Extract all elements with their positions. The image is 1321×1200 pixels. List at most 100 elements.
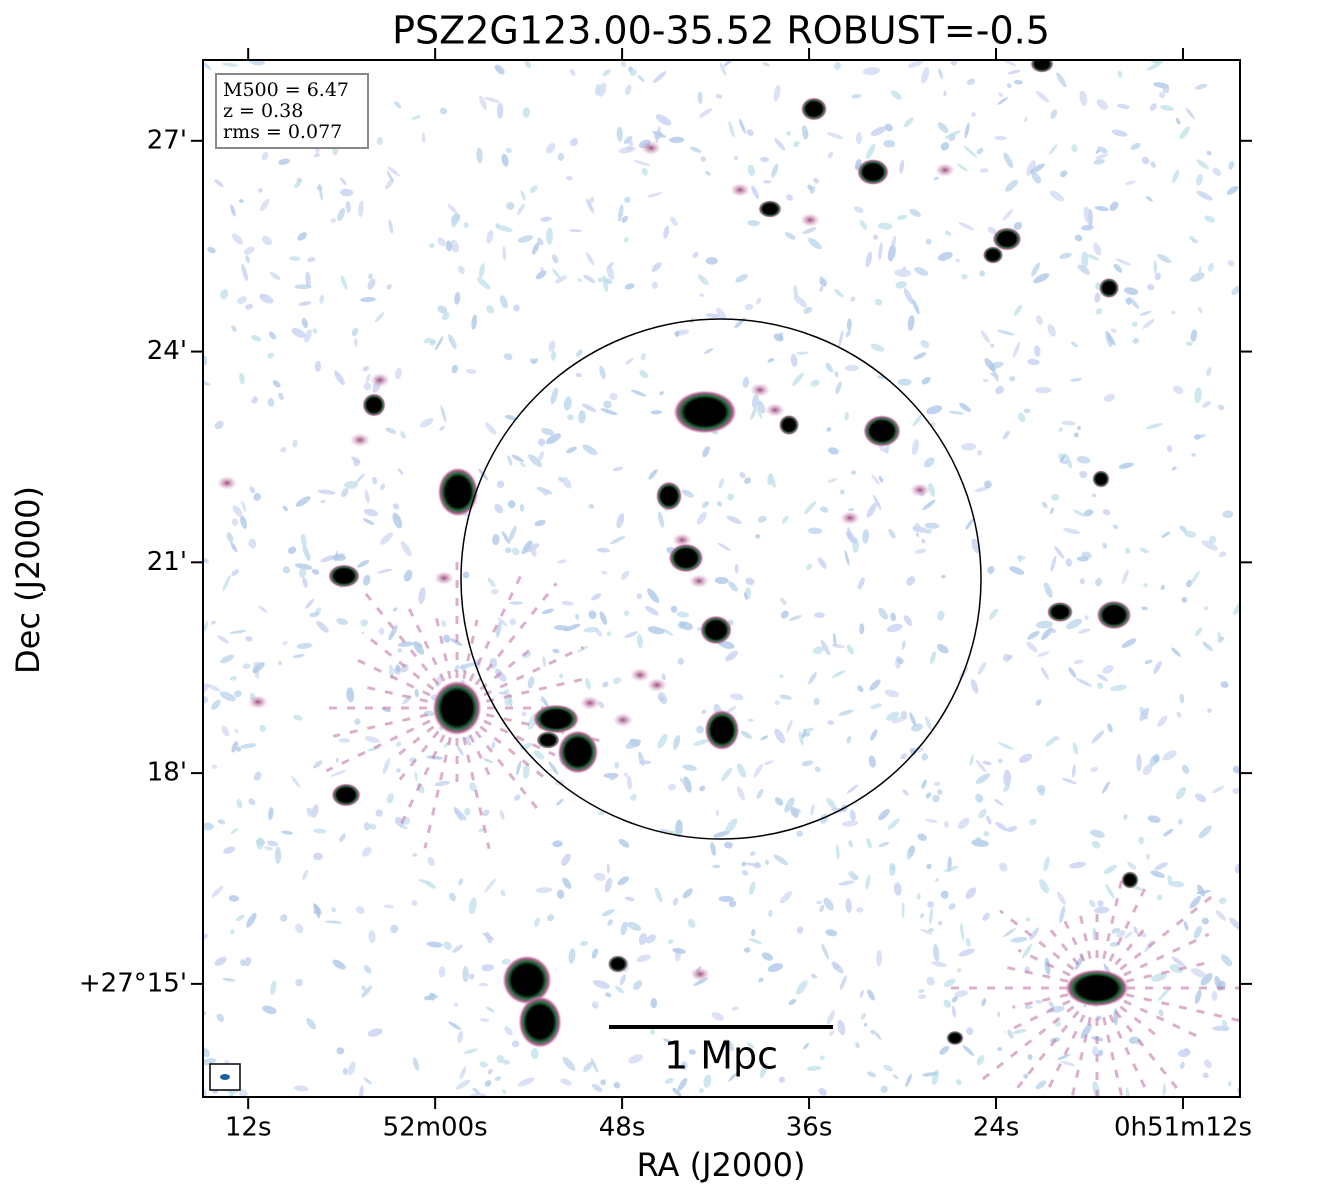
noise	[443, 634, 451, 643]
x-tick-label: 52m00s	[383, 1113, 488, 1143]
beam	[220, 1074, 230, 1080]
noise	[296, 642, 313, 650]
noise	[788, 998, 797, 1006]
noise	[361, 985, 372, 998]
noise	[793, 141, 800, 148]
noise	[540, 267, 544, 272]
noise	[803, 1042, 810, 1050]
noise	[1125, 180, 1136, 185]
noise	[562, 877, 572, 889]
noise	[768, 473, 776, 488]
noise	[439, 426, 446, 431]
noise	[784, 797, 795, 813]
noise	[825, 929, 838, 937]
noise	[1125, 297, 1132, 305]
noise	[203, 620, 208, 632]
noise	[620, 570, 630, 580]
radio-source	[557, 730, 599, 774]
noise	[1196, 889, 1211, 894]
noise	[786, 194, 793, 201]
noise	[586, 198, 594, 214]
noise	[439, 107, 448, 115]
noise	[917, 833, 927, 841]
noise	[668, 939, 674, 945]
noise	[954, 990, 969, 998]
noise	[552, 268, 561, 280]
artifact	[483, 719, 556, 757]
noise	[1103, 864, 1118, 875]
noise	[747, 718, 754, 722]
noise	[1179, 525, 1188, 533]
noise	[211, 885, 224, 898]
noise	[203, 1047, 210, 1058]
noise	[782, 515, 789, 524]
noise	[383, 904, 395, 909]
noise	[638, 933, 647, 946]
noise	[652, 71, 667, 83]
noise	[844, 364, 860, 372]
noise	[1027, 358, 1040, 366]
noise	[614, 985, 624, 994]
noise	[274, 846, 282, 864]
noise	[1177, 1049, 1191, 1058]
noise	[297, 232, 307, 241]
noise	[786, 719, 793, 733]
noise	[817, 557, 827, 569]
noise	[1181, 596, 1188, 603]
radio-image	[203, 60, 1240, 1097]
noise	[1003, 784, 1011, 792]
noise	[1147, 284, 1155, 291]
noise	[761, 952, 773, 961]
noise	[1026, 641, 1038, 653]
noise	[616, 126, 623, 142]
noise	[743, 592, 748, 600]
noise	[378, 627, 385, 636]
noise	[750, 408, 757, 420]
noise	[963, 145, 978, 158]
noise	[753, 763, 763, 778]
noise	[819, 1055, 825, 1060]
noise	[1231, 285, 1240, 295]
noise	[887, 244, 896, 262]
noise	[728, 1072, 738, 1082]
noise	[758, 515, 767, 523]
noise	[1049, 144, 1058, 155]
noise	[650, 997, 658, 1009]
noise	[1202, 1072, 1209, 1079]
artifact	[1004, 999, 1071, 1034]
noise	[846, 735, 852, 744]
artifact	[357, 683, 429, 703]
noise	[1157, 254, 1172, 264]
radio-source	[1046, 601, 1074, 623]
noise	[511, 454, 524, 463]
noise	[519, 504, 525, 512]
noise	[733, 155, 739, 161]
noise	[1033, 273, 1050, 284]
noise	[1103, 393, 1116, 402]
noise	[926, 405, 943, 415]
noise	[269, 271, 281, 281]
noise	[1161, 531, 1171, 538]
radio-source	[946, 1030, 964, 1046]
noise	[944, 130, 961, 139]
noise	[468, 897, 477, 915]
noise	[363, 574, 371, 586]
noise	[1194, 386, 1202, 404]
noise	[921, 753, 929, 761]
artifact	[1070, 1016, 1092, 1097]
noise	[1195, 83, 1208, 90]
noise	[617, 204, 624, 222]
noise	[376, 137, 383, 145]
noise	[281, 830, 293, 835]
noise	[1196, 159, 1209, 170]
noise	[403, 569, 413, 582]
noise	[476, 147, 483, 164]
noise	[829, 1030, 835, 1036]
noise	[577, 278, 582, 282]
noise	[1167, 445, 1173, 453]
noise	[645, 934, 656, 944]
noise	[534, 519, 546, 527]
noise	[568, 948, 576, 964]
noise	[1112, 524, 1119, 530]
noise	[696, 725, 704, 734]
